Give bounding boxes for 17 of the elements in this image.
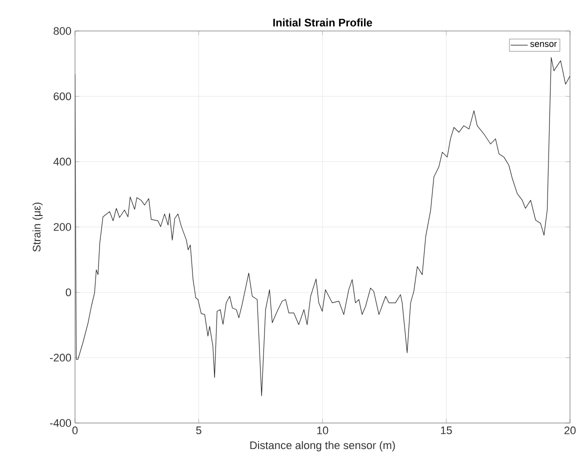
x-axis-title: Distance along the sensor (m) bbox=[250, 441, 395, 452]
chart-title: Initial Strain Profile bbox=[273, 18, 372, 26]
y-tick-label: 200 bbox=[54, 223, 72, 231]
y-tick-label: -200 bbox=[50, 354, 72, 362]
y-tick-label: 600 bbox=[54, 92, 72, 100]
y-axis-title: Strain (με) bbox=[32, 202, 43, 252]
legend-label: sensor bbox=[530, 42, 557, 47]
y-tick-label: 0 bbox=[66, 288, 72, 296]
y-tick-label: 800 bbox=[54, 27, 72, 35]
y-tick-label: -400 bbox=[50, 419, 72, 427]
x-tick-label: 20 bbox=[564, 426, 576, 434]
line-series bbox=[75, 57, 570, 396]
x-tick-label: 5 bbox=[196, 426, 202, 434]
y-tick-label: 400 bbox=[53, 158, 72, 166]
x-tick-label: 0 bbox=[72, 426, 78, 434]
x-tick-label: 10 bbox=[317, 426, 328, 434]
x-tick-label: 15 bbox=[440, 426, 452, 434]
